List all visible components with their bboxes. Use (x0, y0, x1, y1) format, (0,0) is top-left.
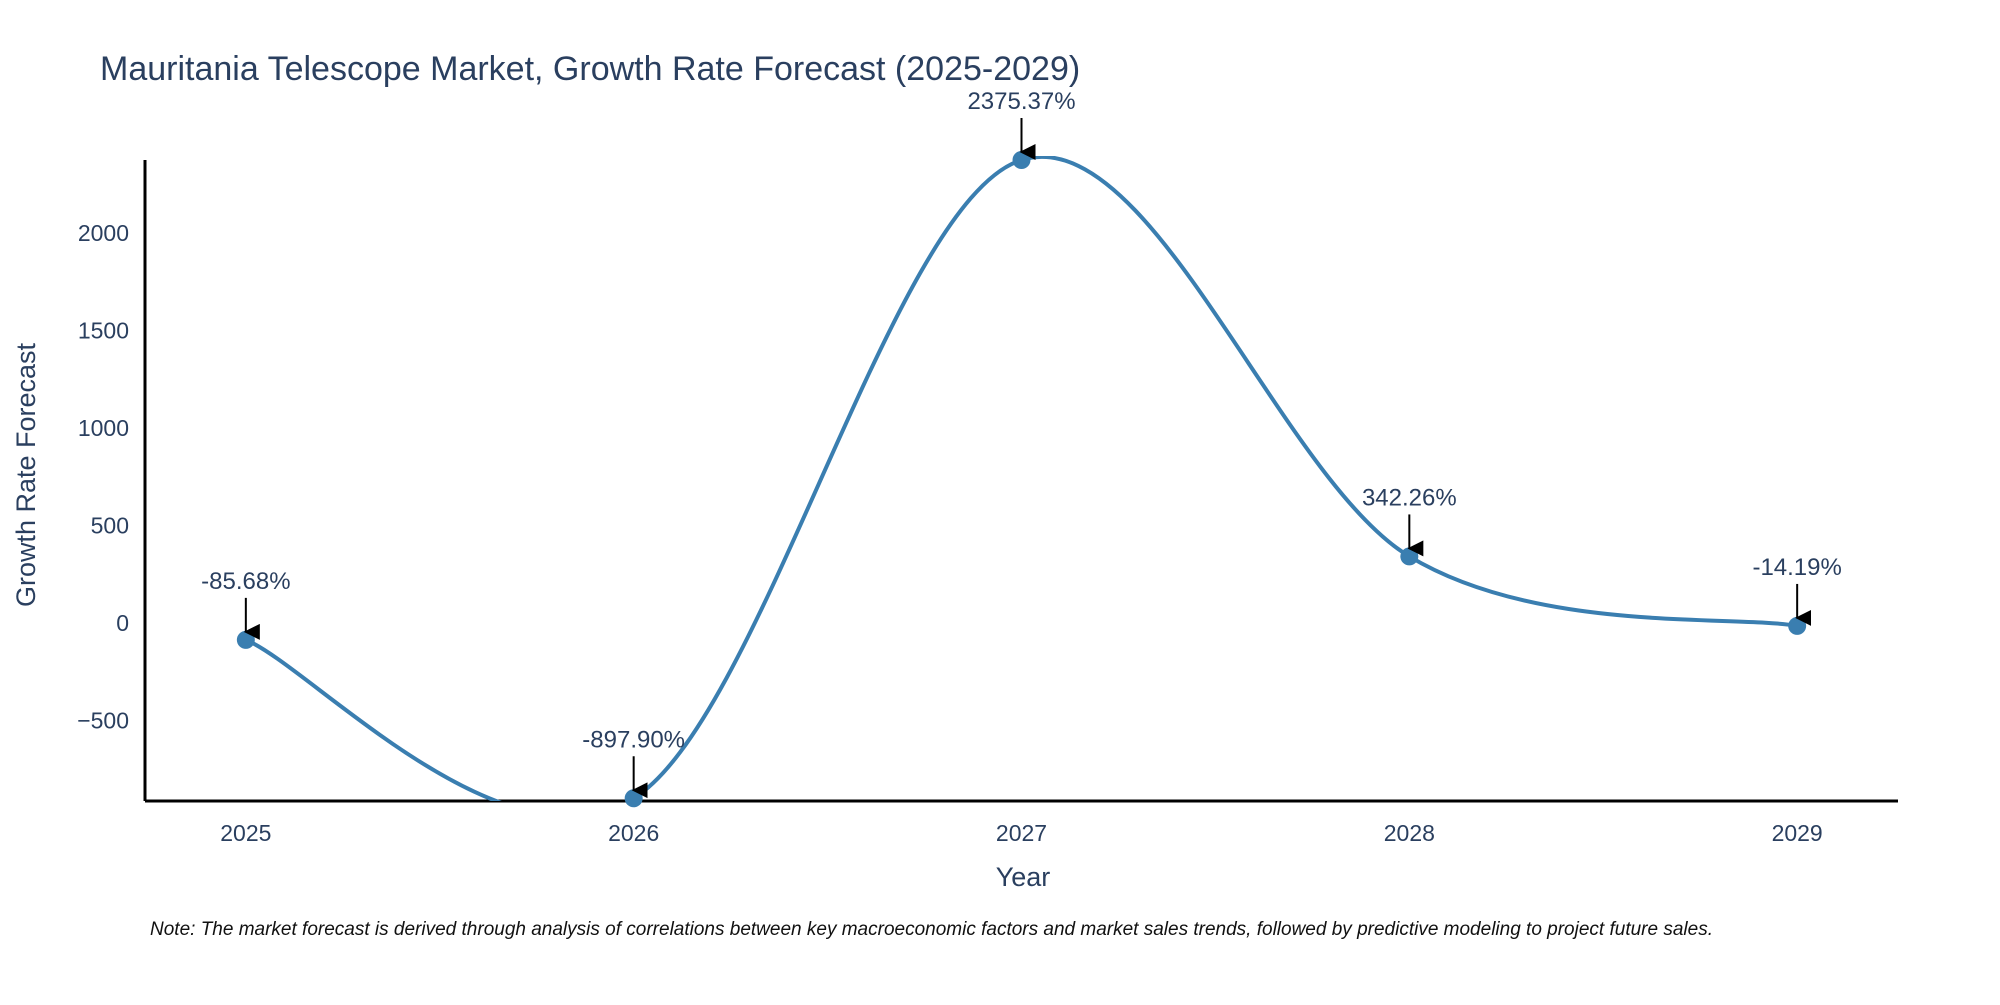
chart-title: Mauritania Telescope Market, Growth Rate… (100, 50, 1080, 88)
data-point (1400, 547, 1419, 566)
data-label: 342.26% (1362, 484, 1457, 511)
series-line (245, 156, 1798, 801)
x-tick-label: 2025 (220, 820, 271, 846)
y-tick-label: 1000 (78, 415, 129, 441)
data-label: -14.19% (1752, 554, 1841, 581)
x-tick-label: 2028 (1384, 820, 1435, 846)
data-label: 2375.37% (967, 88, 1075, 115)
x-tick-label: 2026 (608, 820, 659, 846)
data-point (236, 630, 255, 649)
y-tick-label: 1500 (78, 318, 129, 344)
data-point (1012, 151, 1031, 169)
data-point (1788, 616, 1807, 635)
y-tick-label: −500 (77, 708, 129, 734)
x-axis-title: Year (996, 862, 1051, 892)
data-point (624, 789, 643, 808)
footnote: Note: The market forecast is derived thr… (150, 919, 1713, 940)
x-tick-label: 2029 (1772, 820, 1823, 846)
y-tick-label: 500 (91, 513, 129, 539)
data-label: -85.68% (201, 568, 290, 595)
y-tick-label: 0 (116, 610, 129, 636)
y-tick-label: 2000 (78, 220, 129, 246)
x-tick-label: 2027 (996, 820, 1047, 846)
y-axis-title: Growth Rate Forecast (11, 342, 41, 607)
data-label: -897.90% (582, 726, 685, 753)
plot-area: −500 0 500 1000 1500 2000 2025 2026 2027 2028 2029… (77, 88, 1898, 846)
